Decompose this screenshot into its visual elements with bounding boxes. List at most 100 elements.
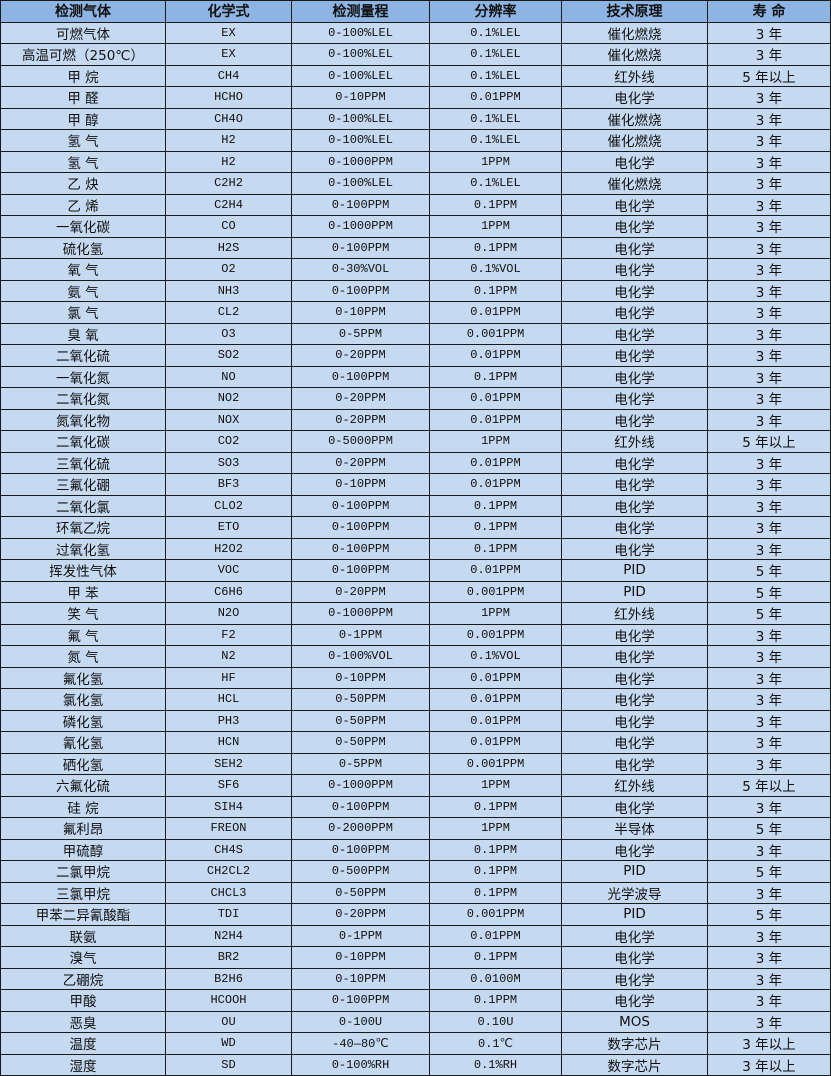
cell-range: 0-20PPM bbox=[291, 387, 430, 410]
cell-lifespan: 3 年 bbox=[707, 881, 831, 904]
cell-lifespan: 5 年 bbox=[707, 817, 831, 840]
cell-resolution: 0.1PPM bbox=[429, 193, 562, 216]
cell-formula: N2O bbox=[165, 602, 292, 625]
cell-gas: 氯化氢 bbox=[0, 688, 166, 711]
cell-principle: 电化学 bbox=[561, 279, 708, 302]
table-row: 恶臭 OU 0-100U 0.10U MOS 3 年 bbox=[0, 1010, 831, 1033]
cell-formula: CH4S bbox=[165, 838, 292, 861]
cell-gas: 二氧化碳 bbox=[0, 430, 166, 453]
table-row: 二氧化碳 CO2 0-5000PPM 1PPM 红外线 5 年以上 bbox=[0, 430, 831, 453]
table-row: 环氧乙烷 ETO 0-100PPM 0.1PPM 电化学 3 年 bbox=[0, 516, 831, 539]
cell-principle: 电化学 bbox=[561, 709, 708, 732]
cell-principle: 电化学 bbox=[561, 537, 708, 560]
cell-gas: 笑 气 bbox=[0, 602, 166, 625]
cell-range: 0-100U bbox=[291, 1010, 430, 1033]
cell-principle: 电化学 bbox=[561, 301, 708, 324]
cell-range: 0-20PPM bbox=[291, 903, 430, 926]
cell-formula: TDI bbox=[165, 903, 292, 926]
cell-principle: 催化燃烧 bbox=[561, 172, 708, 195]
table-row: 乙 炔 C2H2 0-100%LEL 0.1%LEL 催化燃烧 3 年 bbox=[0, 172, 831, 195]
cell-principle: PID bbox=[561, 559, 708, 582]
cell-lifespan: 3 年 bbox=[707, 709, 831, 732]
cell-resolution: 0.1PPM bbox=[429, 881, 562, 904]
table-row: 二氧化氮 NO2 0-20PPM 0.01PPM 电化学 3 年 bbox=[0, 387, 831, 410]
cell-lifespan: 5 年以上 bbox=[707, 430, 831, 453]
cell-formula: NO bbox=[165, 365, 292, 388]
cell-resolution: 1PPM bbox=[429, 817, 562, 840]
cell-gas: 三氧化硫 bbox=[0, 451, 166, 474]
cell-principle: 电化学 bbox=[561, 408, 708, 431]
cell-range: 0-100%LEL bbox=[291, 172, 430, 195]
cell-resolution: 1PPM bbox=[429, 150, 562, 173]
cell-lifespan: 3 年 bbox=[707, 322, 831, 345]
cell-formula: H2S bbox=[165, 236, 292, 259]
cell-range: 0-100PPM bbox=[291, 279, 430, 302]
table-row: 氟化氢 HF 0-10PPM 0.01PPM 电化学 3 年 bbox=[0, 666, 831, 689]
table-row: 硒化氢 SEH2 0-5PPM 0.001PPM 电化学 3 年 bbox=[0, 752, 831, 775]
cell-lifespan: 3 年 bbox=[707, 967, 831, 990]
cell-range: 0-50PPM bbox=[291, 709, 430, 732]
cell-range: 0-1PPM bbox=[291, 623, 430, 646]
cell-resolution: 0.1%LEL bbox=[429, 43, 562, 66]
cell-range: 0-30%VOL bbox=[291, 258, 430, 281]
cell-principle: 红外线 bbox=[561, 774, 708, 797]
cell-formula: NO2 bbox=[165, 387, 292, 410]
cell-lifespan: 5 年 bbox=[707, 860, 831, 883]
cell-range: 0-1PPM bbox=[291, 924, 430, 947]
cell-range: 0-10PPM bbox=[291, 301, 430, 324]
cell-resolution: 0.0100M bbox=[429, 967, 562, 990]
table-row: 甲 醇 CH4O 0-100%LEL 0.1%LEL 催化燃烧 3 年 bbox=[0, 107, 831, 130]
cell-resolution: 0.1%RH bbox=[429, 1053, 562, 1076]
cell-lifespan: 3 年 bbox=[707, 989, 831, 1012]
cell-gas: 二氧化氯 bbox=[0, 494, 166, 517]
cell-formula: NOX bbox=[165, 408, 292, 431]
cell-formula: EX bbox=[165, 43, 292, 66]
cell-resolution: 0.1PPM bbox=[429, 279, 562, 302]
cell-formula: B2H6 bbox=[165, 967, 292, 990]
cell-formula: HCHO bbox=[165, 86, 292, 109]
table-row: 一氧化碳 CO 0-1000PPM 1PPM 电化学 3 年 bbox=[0, 215, 831, 238]
header-range: 检测量程 bbox=[291, 0, 430, 23]
cell-gas: 甲酸 bbox=[0, 989, 166, 1012]
cell-resolution: 0.1PPM bbox=[429, 365, 562, 388]
cell-formula: SF6 bbox=[165, 774, 292, 797]
cell-resolution: 0.1PPM bbox=[429, 838, 562, 861]
cell-range: 0-10PPM bbox=[291, 967, 430, 990]
cell-lifespan: 3 年 bbox=[707, 21, 831, 44]
cell-formula: PH3 bbox=[165, 709, 292, 732]
cell-formula: N2H4 bbox=[165, 924, 292, 947]
table-row: 笑 气 N2O 0-1000PPM 1PPM 红外线 5 年 bbox=[0, 602, 831, 625]
cell-principle: 电化学 bbox=[561, 150, 708, 173]
cell-range: 0-10PPM bbox=[291, 86, 430, 109]
cell-principle: PID bbox=[561, 903, 708, 926]
cell-lifespan: 5 年 bbox=[707, 903, 831, 926]
cell-formula: FREON bbox=[165, 817, 292, 840]
table-header-row: 检测气体 化学式 检测量程 分辨率 技术原理 寿 命 bbox=[0, 0, 831, 23]
table-row: 氰化氢 HCN 0-50PPM 0.01PPM 电化学 3 年 bbox=[0, 731, 831, 754]
cell-lifespan: 3 年 bbox=[707, 1010, 831, 1033]
cell-range: 0-100%LEL bbox=[291, 107, 430, 130]
cell-formula: C6H6 bbox=[165, 580, 292, 603]
table-row: 乙硼烷 B2H6 0-10PPM 0.0100M 电化学 3 年 bbox=[0, 967, 831, 990]
cell-resolution: 0.1%LEL bbox=[429, 21, 562, 44]
cell-range: 0-50PPM bbox=[291, 688, 430, 711]
cell-range: 0-100PPM bbox=[291, 537, 430, 560]
table-row: 过氧化氢 H2O2 0-100PPM 0.1PPM 电化学 3 年 bbox=[0, 537, 831, 560]
cell-resolution: 0.1%LEL bbox=[429, 172, 562, 195]
cell-formula: HF bbox=[165, 666, 292, 689]
cell-formula: VOC bbox=[165, 559, 292, 582]
table-row: 湿度 SD 0-100%RH 0.1%RH 数字芯片 3 年以上 bbox=[0, 1053, 831, 1076]
cell-lifespan: 3 年 bbox=[707, 258, 831, 281]
cell-formula: F2 bbox=[165, 623, 292, 646]
cell-range: 0-100PPM bbox=[291, 795, 430, 818]
cell-gas: 氰化氢 bbox=[0, 731, 166, 754]
table-row: 氮氧化物 NOX 0-20PPM 0.01PPM 电化学 3 年 bbox=[0, 408, 831, 431]
cell-principle: 催化燃烧 bbox=[561, 43, 708, 66]
cell-gas: 可燃气体 bbox=[0, 21, 166, 44]
cell-range: 0-100%LEL bbox=[291, 21, 430, 44]
cell-resolution: 0.1%LEL bbox=[429, 64, 562, 87]
table-row: 二氧化氯 CLO2 0-100PPM 0.1PPM 电化学 3 年 bbox=[0, 494, 831, 517]
table-row: 甲 苯 C6H6 0-20PPM 0.001PPM PID 5 年 bbox=[0, 580, 831, 603]
cell-lifespan: 3 年 bbox=[707, 150, 831, 173]
cell-range: 0-5PPM bbox=[291, 752, 430, 775]
